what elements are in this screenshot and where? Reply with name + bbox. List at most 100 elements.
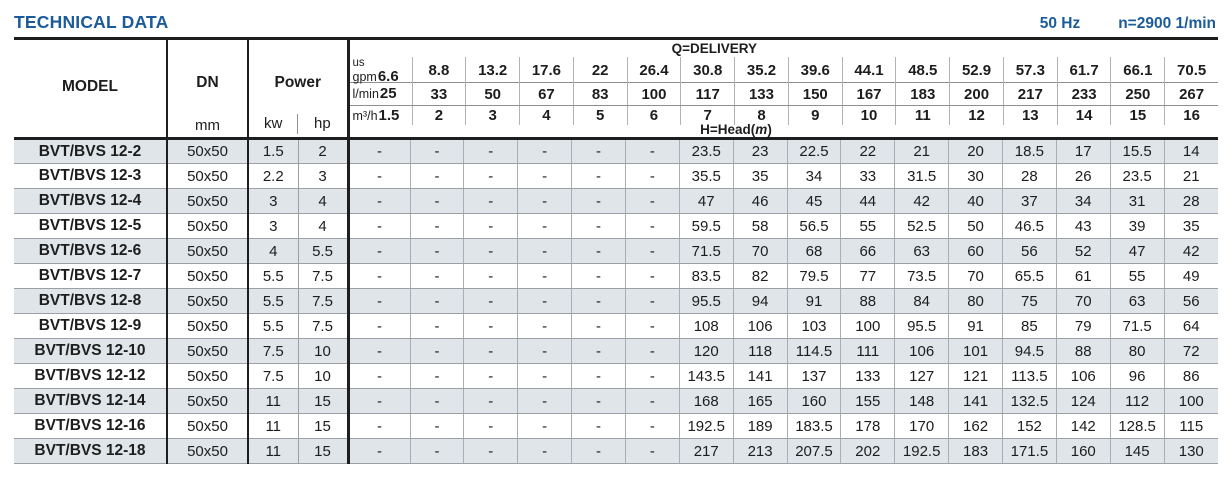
delivery-header-top: Q=DELIVERY (350, 40, 1218, 57)
power-kw-cell: 11 (248, 438, 299, 464)
table-row: BVT/BVS 12-18 50x50 11 15- - - - - -217 213 207.5 2… (14, 438, 1218, 464)
delivery-value-cell: 17.6 (519, 57, 573, 85)
head-value-cell: - (571, 238, 626, 264)
head-value-cell: 137 (786, 363, 841, 389)
head-value-cell: 23 (732, 138, 788, 164)
head-value-cell: 63 (894, 238, 949, 264)
power-hp-cell: 7.5 (298, 263, 350, 289)
head-value-cell: 22 (840, 138, 895, 164)
head-value-cell: 33 (840, 163, 895, 189)
head-value-cell: 21 (894, 138, 949, 164)
delivery-value-cell: 6 (626, 106, 681, 125)
head-value-cell: 130 (1163, 438, 1218, 464)
delivery-value-cell: 70.5 (1164, 57, 1218, 85)
head-value-cell: 35 (732, 163, 788, 189)
head-value-cell: 68 (786, 238, 841, 264)
model-cell: BVT/BVS 12-3 (14, 163, 168, 189)
head-value-cell: - (624, 263, 680, 289)
head-value-cell: - (463, 163, 518, 189)
head-value-cell: 14 (1163, 138, 1218, 164)
head-value-cell: 39 (1109, 213, 1165, 239)
head-value-cell: 145 (1109, 438, 1165, 464)
delivery-value-cell: 10 (841, 106, 896, 125)
head-value-cell: 88 (840, 288, 895, 314)
dn-cell: 50x50 (167, 238, 249, 264)
head-value-cell: - (624, 238, 680, 264)
power-kw-cell: 5.5 (248, 263, 299, 289)
delivery-unit-cell: us gpm 6.6 (352, 57, 399, 86)
dn-unit-label: mm (195, 117, 220, 134)
head-value-cell: - (571, 313, 626, 339)
head-value-cell: - (624, 338, 680, 364)
head-value-cell: 132.5 (1001, 388, 1057, 414)
delivery-unit-cell: l/min 25 (352, 85, 397, 103)
head-value-cell: 40 (948, 188, 1003, 214)
head-value-cell: - (409, 163, 464, 189)
head-value-cell: 42 (1163, 238, 1218, 264)
power-kw-cell: 3 (248, 213, 299, 239)
delivery-value-cell: 66.1 (1110, 57, 1164, 85)
head-value-cell: 47 (678, 188, 734, 214)
head-value-cell: 108 (678, 313, 734, 339)
delivery-value-cell: 16 (1164, 106, 1218, 125)
delivery-value-cell: 117 (680, 83, 734, 105)
head-value-cell: - (463, 313, 518, 339)
head-label-row: H=Head(m) (350, 122, 1218, 137)
head-value-cell: 91 (786, 288, 841, 314)
delivery-value-cell: 13 (1002, 106, 1057, 125)
head-value-cell: 192.5 (678, 413, 734, 439)
head-value-cell: 60 (948, 238, 1003, 264)
column-header-delivery: Q=DELIVERY us gpm 6.6 8.8 13.2 17.6 22 26.4 30.8… (348, 38, 1218, 140)
head-value-cell: - (463, 263, 518, 289)
head-value-cell: - (348, 413, 411, 439)
head-value-cell: 94.5 (1001, 338, 1057, 364)
head-value-cell: 50 (948, 213, 1003, 239)
head-value-cell: - (571, 438, 626, 464)
head-value-cell: 46.5 (1001, 213, 1057, 239)
table-row: BVT/BVS 12-12 50x50 7.5 10- - - - - -143.5 141 137… (14, 363, 1218, 389)
head-value-cell: - (409, 288, 464, 314)
head-value-cell: 142 (1055, 413, 1111, 439)
head-value-cell: - (571, 213, 626, 239)
head-value-cell: 114.5 (786, 338, 841, 364)
head-value-cell: - (409, 413, 464, 439)
head-value-cell: - (463, 438, 518, 464)
power-kw-cell: 11 (248, 413, 299, 439)
delivery-value-cell: 200 (949, 83, 1003, 105)
delivery-value-cell: 267 (1164, 83, 1218, 105)
model-cell: BVT/BVS 12-8 (14, 288, 168, 314)
head-value-cell: 70 (1055, 288, 1111, 314)
table-row: BVT/BVS 12-3 50x50 2.2 3- - - - - -35.5 35 34 33 31.… (14, 163, 1218, 189)
head-value-cell: 165 (732, 388, 788, 414)
head-value-cell: 106 (732, 313, 788, 339)
delivery-value-cell: 35.2 (734, 57, 788, 85)
head-value-cell: - (348, 188, 411, 214)
head-value-cell: - (624, 438, 680, 464)
head-value-cell: 100 (1163, 388, 1218, 414)
head-value-cell: - (571, 338, 626, 364)
head-value-cell: 64 (1163, 313, 1218, 339)
head-value-cell: 49 (1163, 263, 1218, 289)
head-value-cell: 80 (1109, 338, 1165, 364)
model-cell: BVT/BVS 12-9 (14, 313, 168, 339)
head-value-cell: 43 (1055, 213, 1111, 239)
delivery-value-cell: 150 (787, 83, 842, 105)
head-value-cell: 162 (948, 413, 1003, 439)
head-value-cell: - (348, 313, 411, 339)
head-value-cell: 34 (786, 163, 841, 189)
head-value-cell: - (624, 138, 680, 164)
head-value-cell: 143.5 (678, 363, 734, 389)
head-value-cell: 101 (948, 338, 1003, 364)
delivery-value-cell: 8 (734, 106, 788, 125)
delivery-value-cell: 233 (1056, 83, 1111, 105)
head-value-cell: 35 (1163, 213, 1218, 239)
table-row: BVT/BVS 12-14 50x50 11 15- - - - - -168 165 160 155… (14, 388, 1218, 414)
head-value-cell: - (463, 388, 518, 414)
head-value-cell: - (348, 338, 411, 364)
head-value-cell: 23.5 (678, 138, 734, 164)
head-value-cell: 52 (1055, 238, 1111, 264)
head-value-cell: 56 (1163, 288, 1218, 314)
head-value-cell: 94 (732, 288, 788, 314)
head-value-cell: 77 (840, 263, 895, 289)
head-value-cell: - (463, 413, 518, 439)
